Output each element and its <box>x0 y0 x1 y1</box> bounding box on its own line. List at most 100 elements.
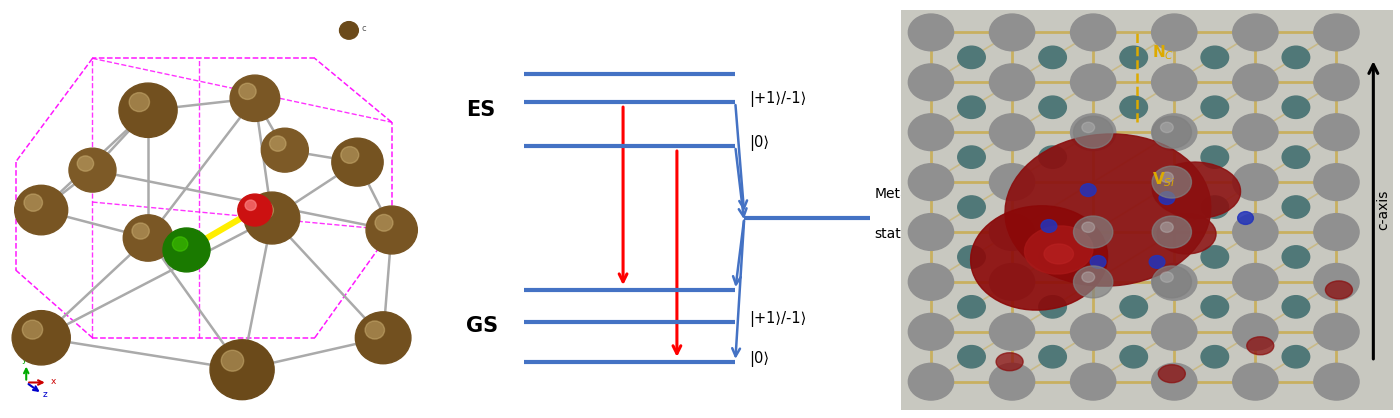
Circle shape <box>990 263 1035 300</box>
Circle shape <box>172 237 188 251</box>
Circle shape <box>262 128 308 172</box>
Circle shape <box>1282 296 1309 318</box>
Circle shape <box>1152 216 1191 248</box>
Ellipse shape <box>1247 337 1274 355</box>
Circle shape <box>1071 14 1116 51</box>
Circle shape <box>958 46 986 69</box>
Circle shape <box>1313 314 1359 350</box>
Circle shape <box>244 192 300 244</box>
Circle shape <box>365 206 417 254</box>
Circle shape <box>1039 346 1067 368</box>
Circle shape <box>1149 255 1165 268</box>
Circle shape <box>1282 146 1309 168</box>
Circle shape <box>1313 214 1359 250</box>
Circle shape <box>1282 46 1309 69</box>
Circle shape <box>1313 114 1359 150</box>
Circle shape <box>1081 184 1096 196</box>
Circle shape <box>1152 314 1197 350</box>
Text: N$_C$: N$_C$ <box>1152 43 1175 62</box>
Text: GS: GS <box>466 316 498 336</box>
Circle shape <box>909 14 953 51</box>
Ellipse shape <box>1158 365 1186 383</box>
Circle shape <box>22 320 42 339</box>
Circle shape <box>1313 363 1359 400</box>
Text: |0⟩: |0⟩ <box>749 351 769 367</box>
Circle shape <box>332 138 384 186</box>
Text: x: x <box>50 377 56 386</box>
Circle shape <box>1313 263 1359 300</box>
Circle shape <box>1082 122 1095 133</box>
Circle shape <box>1233 263 1278 300</box>
Circle shape <box>958 146 986 168</box>
Circle shape <box>340 22 358 39</box>
Circle shape <box>1313 14 1359 51</box>
Circle shape <box>909 263 953 300</box>
Circle shape <box>1120 46 1148 69</box>
Circle shape <box>1201 96 1229 118</box>
Circle shape <box>909 164 953 201</box>
Circle shape <box>340 147 358 163</box>
Circle shape <box>375 214 393 231</box>
Circle shape <box>909 314 953 350</box>
Circle shape <box>990 314 1035 350</box>
Circle shape <box>1039 46 1067 69</box>
Circle shape <box>1074 216 1113 248</box>
Circle shape <box>990 363 1035 400</box>
Circle shape <box>1201 46 1229 69</box>
Circle shape <box>1152 263 1197 300</box>
Text: z: z <box>43 390 48 399</box>
Circle shape <box>909 214 953 250</box>
Circle shape <box>958 246 986 268</box>
Circle shape <box>119 83 178 138</box>
Circle shape <box>1233 14 1278 51</box>
Circle shape <box>1159 192 1175 204</box>
Circle shape <box>245 200 256 210</box>
Circle shape <box>14 185 67 235</box>
Circle shape <box>1071 64 1116 101</box>
Circle shape <box>1282 96 1309 118</box>
Circle shape <box>1161 172 1173 183</box>
Circle shape <box>24 194 42 211</box>
Ellipse shape <box>970 206 1107 310</box>
Circle shape <box>270 136 286 151</box>
Circle shape <box>1120 296 1148 318</box>
Circle shape <box>1201 196 1229 218</box>
Circle shape <box>69 148 116 192</box>
Circle shape <box>1039 246 1067 268</box>
Circle shape <box>1233 64 1278 101</box>
Circle shape <box>1071 114 1116 150</box>
Circle shape <box>77 156 94 171</box>
Circle shape <box>990 214 1035 250</box>
Circle shape <box>1082 222 1095 232</box>
Circle shape <box>1161 272 1173 282</box>
Circle shape <box>1071 314 1116 350</box>
Circle shape <box>123 215 172 261</box>
Circle shape <box>1152 363 1197 400</box>
Circle shape <box>958 296 986 318</box>
Circle shape <box>1233 214 1278 250</box>
Circle shape <box>230 75 280 121</box>
Circle shape <box>1282 196 1309 218</box>
Circle shape <box>1233 114 1278 150</box>
Circle shape <box>365 321 385 339</box>
Circle shape <box>1074 116 1113 148</box>
Circle shape <box>1201 246 1229 268</box>
Circle shape <box>1161 222 1173 232</box>
Circle shape <box>1238 212 1253 224</box>
Circle shape <box>1039 296 1067 318</box>
Circle shape <box>1039 146 1067 168</box>
Circle shape <box>958 346 986 368</box>
Circle shape <box>1120 346 1148 368</box>
Circle shape <box>958 96 986 118</box>
Circle shape <box>1313 164 1359 201</box>
Circle shape <box>990 164 1035 201</box>
Circle shape <box>253 201 273 219</box>
Circle shape <box>1161 122 1173 133</box>
Circle shape <box>990 64 1035 101</box>
Circle shape <box>1042 219 1057 232</box>
Circle shape <box>162 228 210 272</box>
Circle shape <box>990 114 1035 150</box>
Circle shape <box>1282 246 1309 268</box>
Circle shape <box>1082 272 1095 282</box>
Text: c: c <box>361 24 367 33</box>
